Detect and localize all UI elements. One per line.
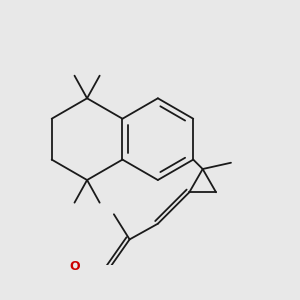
Text: O: O (69, 260, 80, 273)
